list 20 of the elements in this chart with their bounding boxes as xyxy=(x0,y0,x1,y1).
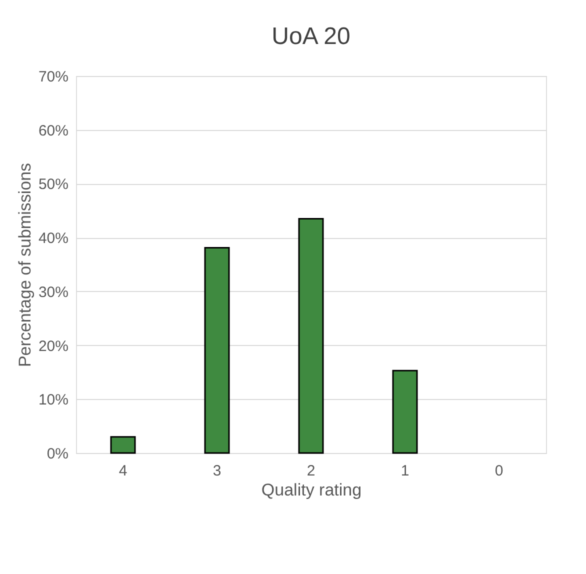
y-tick-label: 0% xyxy=(46,446,68,462)
y-tick-label: 30% xyxy=(38,284,68,301)
x-tick-label: 4 xyxy=(118,462,128,480)
x-tick-label: 0 xyxy=(494,462,504,480)
bar xyxy=(110,436,136,454)
x-tick-label: 3 xyxy=(212,462,222,480)
x-tick-label: 2 xyxy=(306,462,316,480)
bar xyxy=(298,218,324,454)
y-tick-label: 40% xyxy=(38,230,68,248)
bar xyxy=(204,247,230,454)
y-tick-label: 20% xyxy=(38,338,68,355)
x-axis-title: Quality rating xyxy=(261,480,362,500)
y-tick-label: 50% xyxy=(38,176,68,194)
bar xyxy=(392,370,418,454)
x-tick-label: 1 xyxy=(400,462,410,480)
y-tick-label: 10% xyxy=(38,392,68,409)
y-tick-label: 70% xyxy=(38,68,68,86)
chart-title: UoA 20 xyxy=(272,23,350,50)
y-axis-title: Percentage of submissions xyxy=(15,162,34,368)
y-tick-label: 60% xyxy=(38,122,68,140)
